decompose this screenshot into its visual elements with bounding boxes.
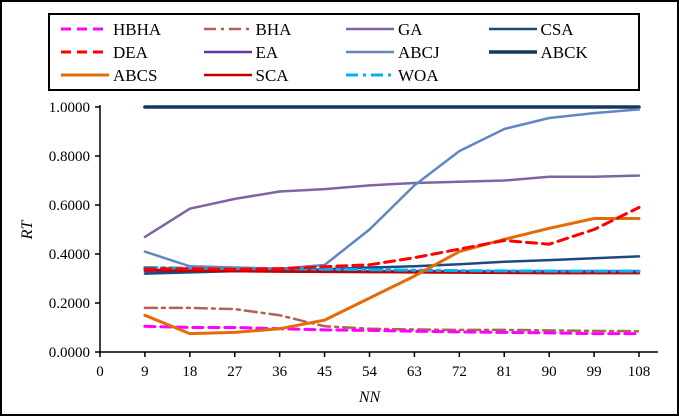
series-line-dea <box>143 206 641 271</box>
series-line-abcj <box>143 108 641 270</box>
x-tick-label: 108 <box>628 364 651 380</box>
legend-line-sample-ea <box>203 50 252 54</box>
y-tick-label: 0.0000 <box>49 345 90 361</box>
series-line-sca <box>143 268 641 275</box>
legend-line-sample-abcj <box>346 50 394 54</box>
legend-item-dea: DEA <box>60 41 203 63</box>
y-tick-label: 1.0000 <box>49 100 90 116</box>
series-line-ga <box>143 174 641 239</box>
x-tick-label: 36 <box>272 364 288 380</box>
legend-item-abcs: ABCS <box>60 64 203 86</box>
legend-label-abcj: ABCJ <box>398 42 440 62</box>
legend-item-abck: ABCK <box>488 41 631 63</box>
legend-label-sca: SCA <box>255 65 289 85</box>
legend-label-bha: BHA <box>255 19 292 39</box>
series-line-hbha <box>143 324 641 336</box>
legend-line-sample-abcs <box>61 73 109 77</box>
x-tick-label: 27 <box>227 364 243 380</box>
x-tick-label: 99 <box>587 364 602 380</box>
x-tick-label: 9 <box>141 364 149 380</box>
x-tick-label: 18 <box>182 364 197 380</box>
x-tick-label: 45 <box>317 364 332 380</box>
legend-label-csa: CSA <box>540 19 574 39</box>
legend-label-hbha: HBHA <box>113 19 162 39</box>
x-tick-label: 72 <box>452 364 467 380</box>
y-tick-label: 0.8000 <box>49 149 90 165</box>
x-tick-label: 81 <box>497 364 512 380</box>
legend-line-sample-dea <box>61 50 109 54</box>
legend: HBHA BHA GA CSA DEA EA ABCJ ABCK ABCS SCA WOA <box>48 13 640 91</box>
y-tick-label: 0.2000 <box>49 296 90 312</box>
legend-label-dea: DEA <box>113 42 148 62</box>
legend-line-sample-hbha <box>61 27 109 31</box>
y-tick-label: 0.4000 <box>49 247 90 263</box>
legend-line-sample-bha <box>203 27 252 31</box>
legend-item-hbha: HBHA <box>60 18 203 40</box>
legend-label-ea: EA <box>255 42 279 62</box>
x-tick-label: 54 <box>362 364 378 380</box>
legend-item-bha: BHA <box>203 18 346 40</box>
x-tick-label: 90 <box>542 364 557 380</box>
y-axis-title: RT <box>19 220 36 241</box>
series-line-bha <box>143 306 641 333</box>
legend-item-ga: GA <box>345 18 488 40</box>
legend-label-abcs: ABCS <box>113 65 158 85</box>
x-tick-label: 63 <box>407 364 422 380</box>
legend-line-sample-ga <box>346 27 394 31</box>
legend-label-woa: WOA <box>398 65 439 85</box>
legend-line-sample-abck <box>488 50 537 54</box>
x-tick-label: 0 <box>96 364 104 380</box>
legend-label-abck: ABCK <box>540 42 588 62</box>
legend-item-sca: SCA <box>203 64 346 86</box>
legend-line-sample-csa <box>488 27 537 31</box>
legend-label-ga: GA <box>398 19 423 39</box>
x-axis-title: NN <box>358 389 382 406</box>
legend-item-csa: CSA <box>488 18 631 40</box>
legend-item-abcj: ABCJ <box>345 41 488 63</box>
legend-line-sample-sca <box>203 73 252 77</box>
legend-item-woa: WOA <box>345 64 488 86</box>
legend-item-ea: EA <box>203 41 346 63</box>
legend-line-sample-woa <box>346 73 394 77</box>
y-tick-label: 0.6000 <box>49 198 90 214</box>
series-line-abcs <box>143 217 641 336</box>
